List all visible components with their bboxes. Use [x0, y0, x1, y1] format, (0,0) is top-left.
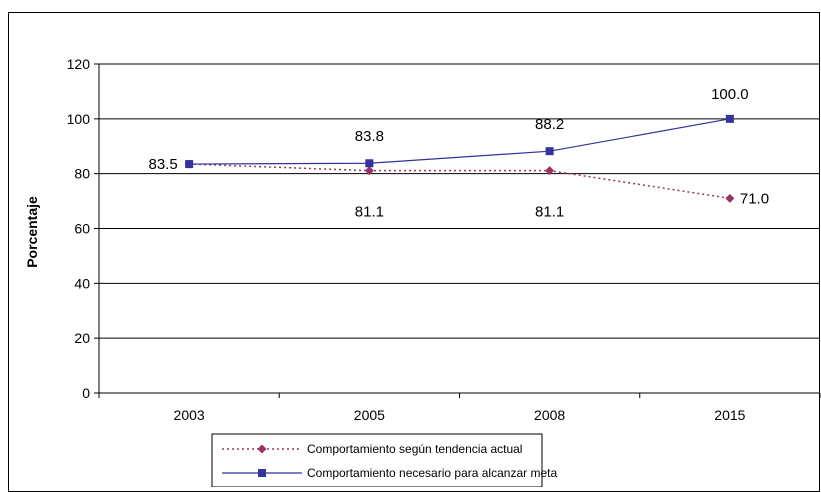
- series-lines: [184, 114, 735, 203]
- x-tick-label: 2005: [354, 407, 385, 423]
- data-point-diamond: [257, 444, 267, 454]
- data-label: 81.1: [535, 204, 564, 221]
- series-line-1: [189, 163, 730, 200]
- data-point-diamond: [364, 166, 374, 176]
- legend-box: [211, 433, 543, 487]
- data-point-diamond: [725, 193, 735, 203]
- legend: Comportamiento según tendencia actual Com…: [211, 433, 557, 487]
- y-tick-label: 0: [82, 385, 90, 401]
- axes: [94, 63, 821, 398]
- chart-frame: [8, 12, 820, 492]
- x-tick-label: 2008: [534, 407, 565, 423]
- legend-label: Comportamiento según tendencia actual: [307, 442, 522, 456]
- data-labels: 83.5 81.1 81.1 71.0 83.8 88.2 100.0: [149, 86, 770, 221]
- y-tick-labels: 0 20 40 60 80 100 120: [67, 56, 91, 401]
- data-label: 100.0: [711, 86, 749, 103]
- y-axis-title: Porcentaje: [24, 196, 40, 268]
- y-tick-label: 20: [74, 330, 90, 346]
- y-tick-label: 80: [74, 166, 90, 182]
- data-label: 88.2: [535, 116, 564, 133]
- series-line-2: [189, 118, 730, 165]
- y-tick-label: 100: [67, 111, 91, 127]
- data-point-square: [185, 160, 194, 169]
- y-tick-label: 60: [74, 221, 90, 237]
- data-point-diamond: [545, 166, 555, 176]
- data-point-square: [258, 469, 266, 477]
- x-tick-label: 2015: [714, 407, 745, 423]
- data-point-square: [725, 114, 734, 123]
- data-label: 81.1: [355, 204, 384, 221]
- y-tick-label: 40: [74, 275, 90, 291]
- data-point-square: [365, 159, 374, 168]
- gridlines: [99, 63, 820, 339]
- legend-label: Comportamiento necesario para alcanzar m…: [307, 466, 557, 480]
- x-tick-label: 2003: [174, 407, 205, 423]
- x-tick-labels: 2003 2005 2008 2015: [174, 407, 746, 423]
- data-label: 83.5: [149, 156, 178, 173]
- data-label: 71.0: [740, 190, 769, 207]
- data-label: 83.8: [355, 128, 384, 145]
- y-tick-label: 120: [67, 56, 91, 72]
- data-point-square: [545, 147, 554, 156]
